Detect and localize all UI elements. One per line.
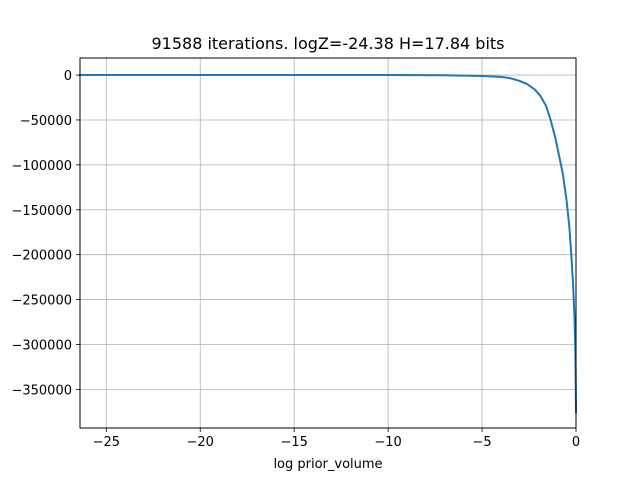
- series-layer: [79, 74, 578, 413]
- y-tick-label: −350000: [11, 383, 72, 398]
- x-tick-label: −15: [280, 435, 307, 450]
- y-tick-label: −300000: [11, 338, 72, 353]
- y-axis-ticks: 0 −50000 −100000 −150000 −200000 −250000 −3000…: [11, 69, 80, 398]
- x-axis-label: log prior_volume: [273, 457, 382, 472]
- y-tick-label: −250000: [11, 294, 72, 309]
- chart-title: 91588 iterations. logZ=-24.38 H=17.84 bi…: [151, 34, 504, 53]
- x-tick-label: −25: [93, 435, 120, 450]
- y-tick-label: 0: [64, 69, 72, 84]
- plot-frame: [79, 57, 577, 429]
- y-tick-label: −50000: [20, 114, 72, 129]
- x-axis-ticks: −25 −20 −15 −10 −5 0: [93, 428, 580, 450]
- y-tick-label: −200000: [11, 249, 72, 264]
- x-tick-label: 0: [572, 435, 580, 450]
- x-tick-label: −10: [374, 435, 401, 450]
- y-tick-label: −100000: [11, 159, 72, 174]
- x-tick-label: −20: [187, 435, 214, 450]
- y-tick-label: −150000: [11, 204, 72, 219]
- series-line: [79, 74, 578, 413]
- x-tick-label: −5: [472, 435, 491, 450]
